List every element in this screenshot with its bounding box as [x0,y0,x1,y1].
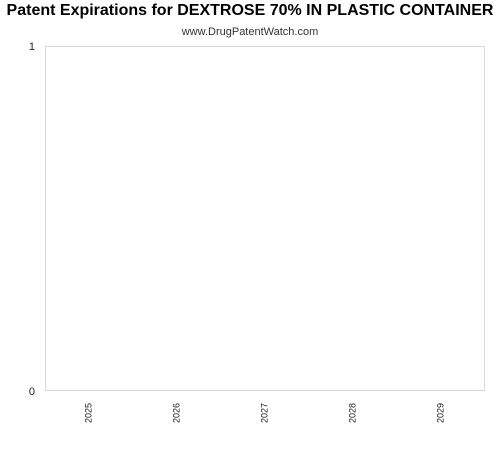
chart-title: Patent Expirations for DEXTROSE 70% IN P… [6,2,494,19]
y-axis-ticks: 01 [29,41,35,398]
y-tick-label: 1 [29,41,35,53]
x-tick-label: 2025 [83,403,93,423]
x-tick-label: 2026 [171,403,181,423]
x-axis-ticks: 2025 2026 2027 2028 2029 [83,403,445,423]
plot-area [45,46,485,391]
y-tick-label: 0 [29,386,35,398]
x-tick-label: 2027 [259,403,269,423]
chart-subtitle: www.DrugPatentWatch.com [181,26,319,38]
x-tick-label: 2028 [347,403,357,423]
x-tick-label: 2029 [435,403,445,423]
